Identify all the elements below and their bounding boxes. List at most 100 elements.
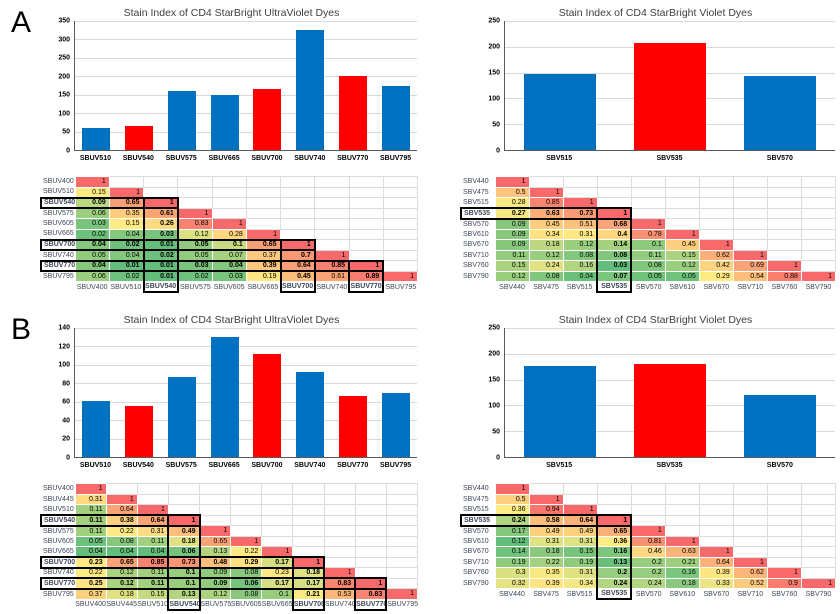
matrix-empty-cell: [211, 207, 247, 219]
matrix-cell: 1: [314, 249, 350, 261]
matrix-column-label: SBUV770: [354, 599, 388, 611]
gridline: [505, 21, 835, 22]
matrix-empty-cell: [177, 197, 213, 209]
matrix-column-label: SBV515: [566, 283, 593, 291]
matrix-cell: 0.1: [630, 239, 666, 251]
matrix-column-label: SBV790: [805, 590, 832, 598]
matrix-column-label: SBV535: [596, 588, 633, 600]
matrix-cell: 0.09: [494, 239, 530, 251]
matrix-cell: 0.17: [261, 577, 294, 590]
matrix-row: SBUV510 0.15 1: [41, 186, 419, 198]
matrix-cell: 0.65: [245, 238, 282, 251]
matrix-row: SBV790 0.32 0.39 0.34 0.24 0.24 0.18 0.33 0.52 0.…: [461, 577, 837, 589]
x-axis-label: SBUV510: [79, 462, 111, 469]
matrix-cell: 0.11: [136, 577, 169, 590]
matrix-row-label: SBV710: [463, 251, 489, 259]
matrix-empty-cell: [142, 176, 179, 188]
gridline: [75, 94, 417, 96]
matrix-cell: 0.25: [74, 577, 107, 590]
matrix-cell: 0.68: [596, 218, 633, 230]
matrix-cell: 1: [732, 556, 768, 568]
matrix-empty-cell: [800, 249, 837, 261]
matrix-empty-cell: [382, 186, 419, 198]
matrix-cell: 0.11: [74, 514, 107, 527]
bar-slot: [203, 328, 246, 457]
x-axis-label: SBUV665: [208, 155, 240, 162]
matrix-cell: 1: [766, 260, 802, 272]
matrix-row: SBUV665 0.02 0.04 0.03 0.12 0.28 1: [41, 228, 419, 240]
matrix-empty-cell: [800, 493, 837, 505]
spillover-matrix-b-violet: SBV440 1 SBV475 0.5 1 SBV515 0.36 0.94 1 SBV535 0.…: [460, 483, 837, 600]
matrix-empty-cell: [167, 493, 201, 505]
bar-SBUV700: [253, 89, 282, 150]
matrix-cell: 0.85: [528, 197, 564, 209]
matrix-column-label: SBUV740: [316, 283, 348, 291]
matrix-column-label: SBUV510: [110, 283, 142, 291]
matrix-empty-cell: [766, 493, 802, 505]
bar-slot: [246, 328, 289, 457]
matrix-row-label: SBUV605: [43, 537, 74, 545]
matrix-empty-cell: [800, 197, 837, 209]
x-axis-label: SBUV795: [379, 155, 412, 162]
matrix-row: SBUV605 0.05 0.08 0.11 0.18 0.65 1: [41, 535, 419, 547]
matrix-cell: 0.53: [323, 588, 356, 600]
matrix-row: SBV670 0.09 0.18 0.12 0.14 0.1 0.45 1: [461, 239, 837, 251]
matrix-row: SBV710 0.11 0.12 0.08 0.08 0.11 0.15 0.62 1: [461, 249, 837, 261]
matrix-empty-cell: [354, 567, 387, 579]
matrix-cell: 0.33: [698, 577, 734, 589]
matrix-empty-cell: [800, 535, 837, 547]
matrix-empty-cell: [800, 186, 837, 198]
matrix-empty-cell: [766, 504, 802, 516]
matrix-cell: 0.62: [732, 567, 768, 579]
matrix-empty-cell: [279, 228, 316, 240]
matrix-empty-cell: [354, 525, 387, 537]
matrix-cell: 0.08: [528, 270, 564, 282]
matrix-cell: 0.58: [528, 514, 564, 527]
matrix-cell: 0.11: [494, 249, 530, 261]
matrix-empty-cell: [211, 176, 247, 188]
spillover-matrix-a-ultraviolet: SBUV400 1 SBUV510 0.15 1 SBUV540 0.09 0.65 1 SBUV…: [40, 176, 419, 293]
gridline: [505, 328, 835, 329]
matrix-empty-cell: [698, 207, 734, 219]
matrix-row-label: SBV710: [463, 558, 489, 566]
matrix-row: SBV515 0.28 0.85 1: [461, 197, 837, 209]
matrix-row: SBUV665 0.04 0.04 0.04 0.06 0.13 0.22 1: [41, 546, 419, 558]
y-axis-tick-label: 50: [62, 128, 70, 136]
matrix-empty-cell: [198, 514, 232, 526]
matrix-cell: 0.39: [528, 577, 564, 589]
matrix-cell: 0.19: [245, 270, 282, 282]
matrix-empty-cell: [261, 535, 294, 547]
matrix-column-label: SBUV770: [347, 281, 385, 293]
matrix-cell: 0.83: [323, 577, 356, 590]
matrix-row-label: SBV670: [463, 241, 489, 249]
matrix-cell: 0.19: [562, 556, 598, 568]
matrix-cell: 0.69: [732, 260, 768, 272]
gridline: [75, 401, 417, 403]
matrix-column-label: SBV570: [635, 283, 662, 291]
bar-slot: [615, 21, 725, 150]
bar-slot: [374, 21, 417, 150]
matrix-empty-cell: [245, 197, 282, 209]
matrix-empty-cell: [167, 504, 201, 516]
matrix-empty-cell: [230, 525, 263, 537]
gridline: [75, 438, 417, 440]
matrix-cell: 0.15: [74, 186, 110, 198]
matrix-cell: 0.11: [136, 567, 169, 579]
y-axis-tick-label: 150: [488, 69, 500, 77]
matrix-empty-cell: [630, 514, 666, 526]
matrix-cell: 0.21: [664, 556, 700, 568]
y-axis: 0 50 100 150 200 250: [476, 325, 504, 462]
matrix-row: SBV760 0.15 0.24 0.16 0.03 0.08 0.12 0.42 0.69 1: [461, 260, 837, 272]
matrix-cell: 0.3: [494, 567, 530, 579]
bar-chart-a-violet: Stain Index of CD4 StarBright Violet Dye…: [476, 0, 835, 172]
matrix-empty-cell: [279, 186, 316, 198]
matrix-column-label: SBUV665: [247, 283, 279, 291]
matrix-cell: 0.16: [562, 260, 598, 272]
matrix-empty-cell: [261, 504, 294, 516]
panel-a-ultraviolet-column: Stain Index of CD4 StarBright UltraViole…: [0, 0, 420, 293]
matrix-cell: 0.04: [74, 238, 110, 251]
matrix-empty-cell: [664, 493, 700, 505]
matrix-cell: 0.15: [494, 260, 530, 272]
matrix-cell: 0.73: [562, 207, 598, 220]
matrix-cell: 0.2: [596, 567, 633, 579]
